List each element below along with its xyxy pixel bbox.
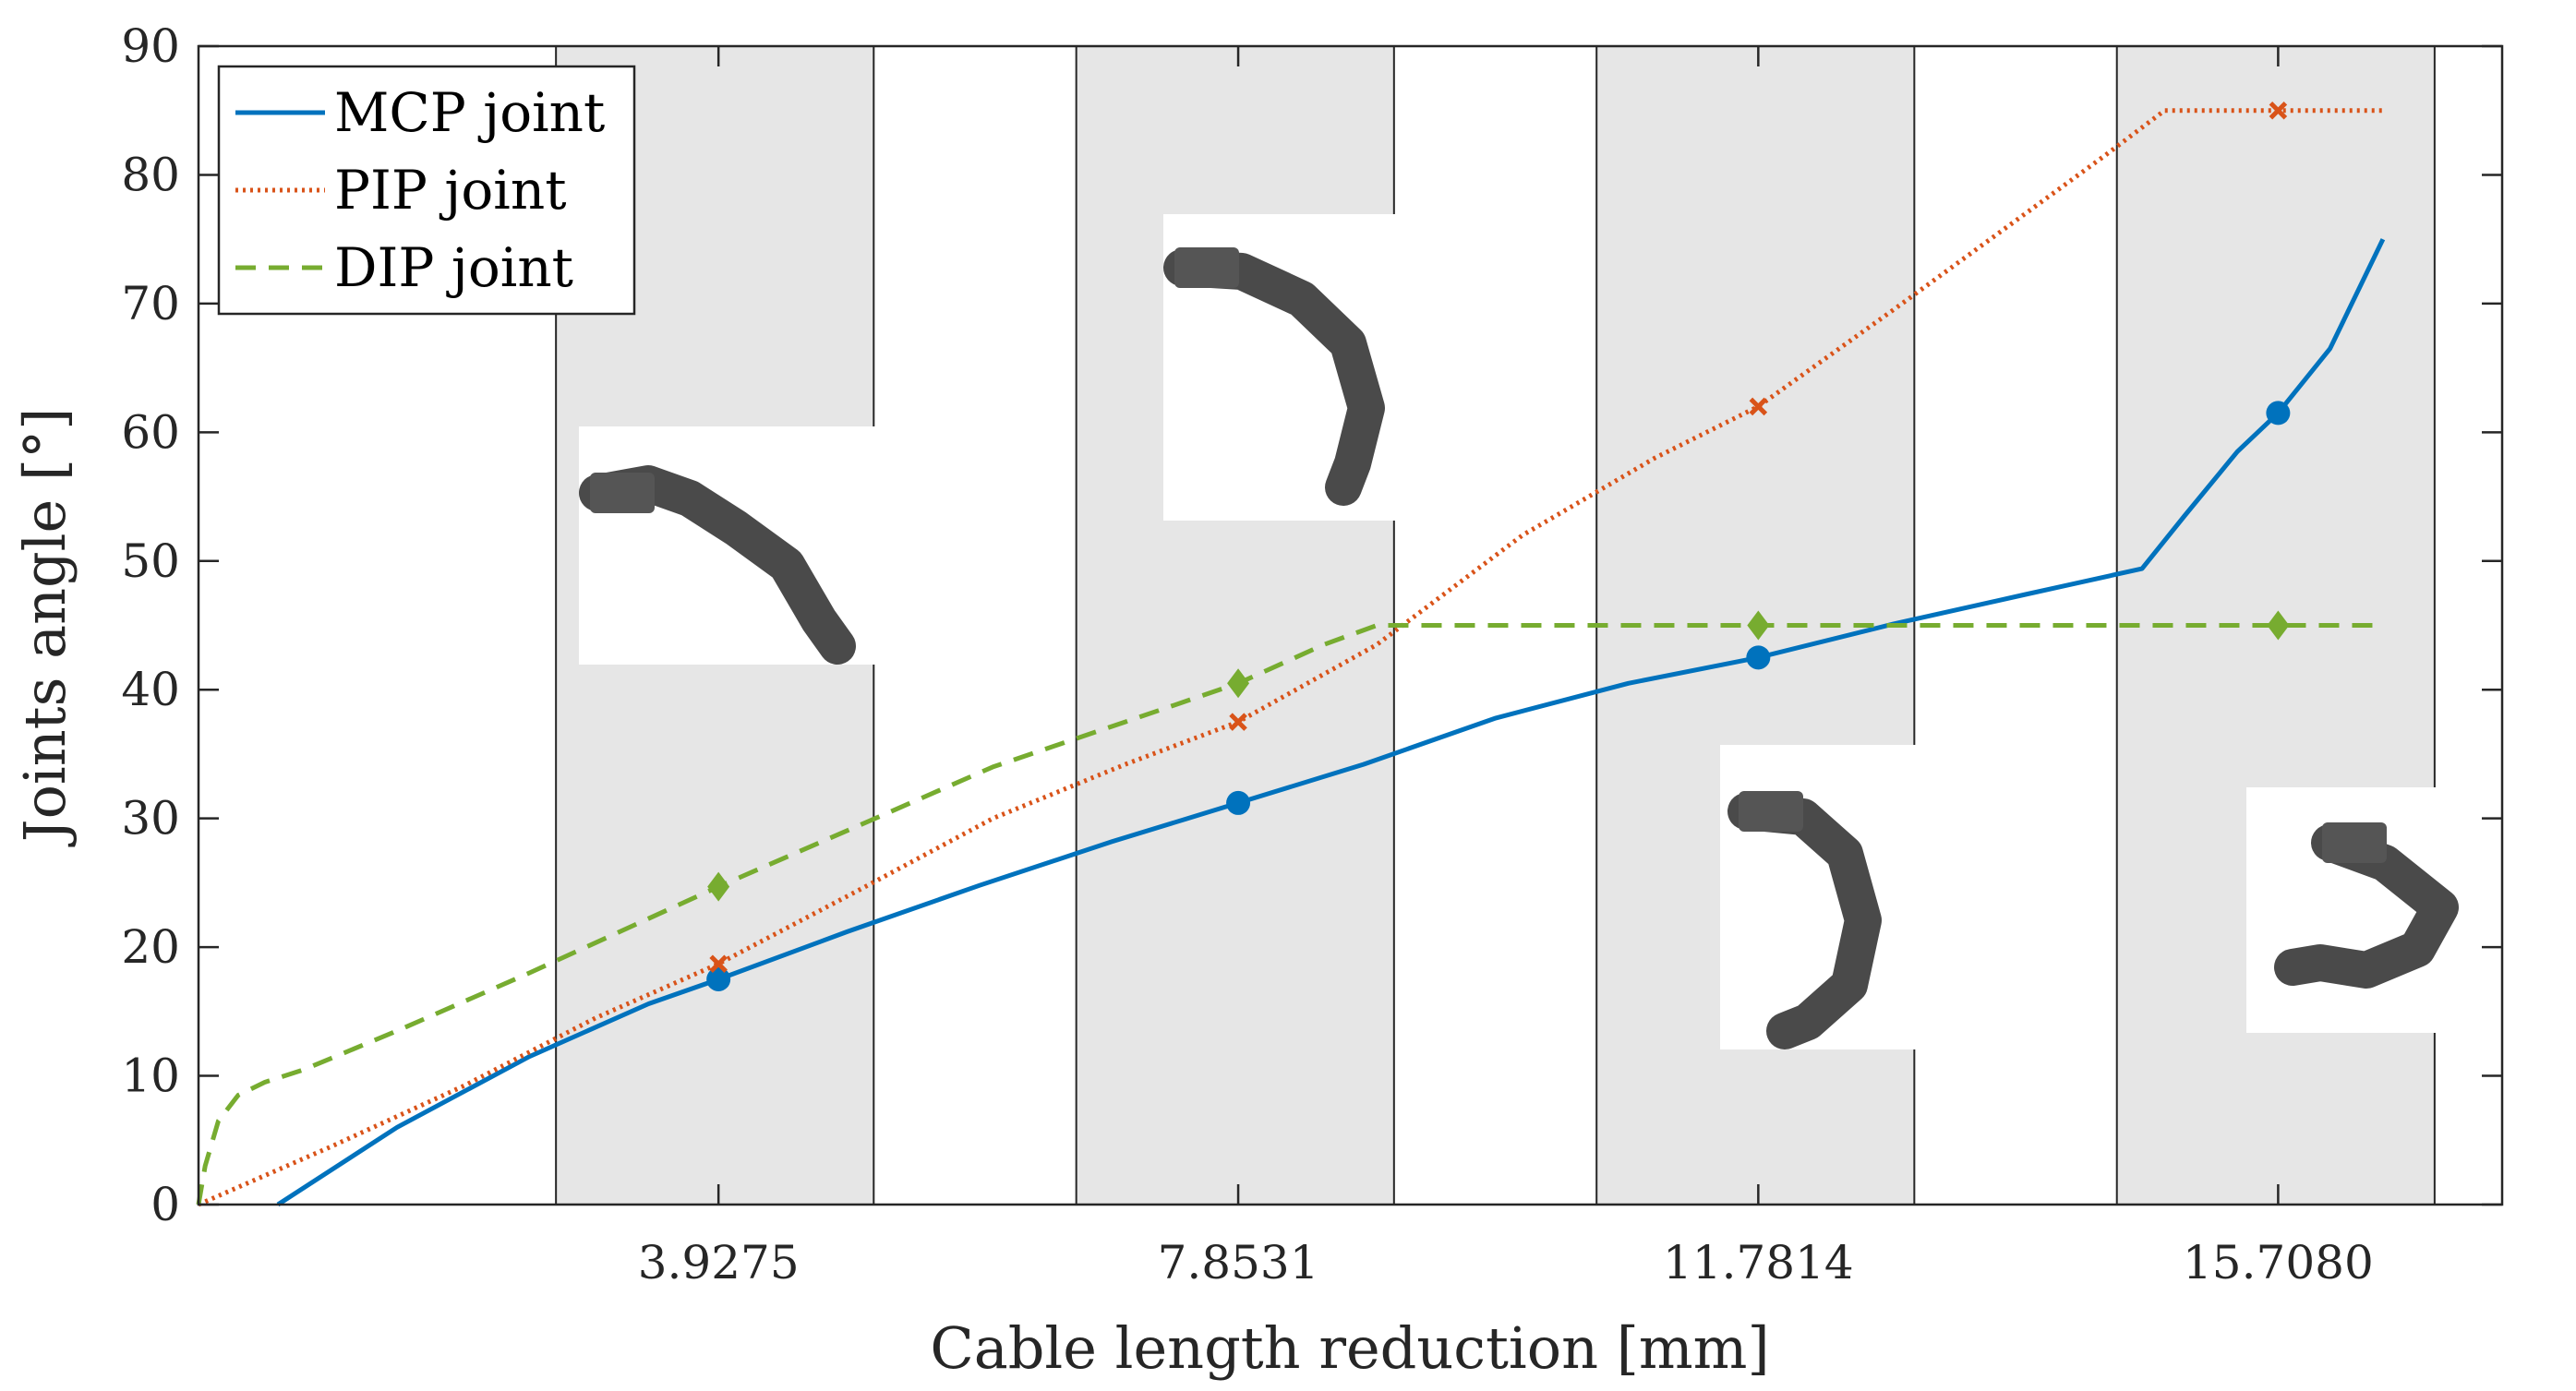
- finger-thumbnails: [579, 214, 2534, 1049]
- series-1-marker-4: [2266, 401, 2291, 426]
- x-tick-label-1: 3.9275: [638, 1236, 800, 1289]
- y-tick-label-5: 40: [121, 663, 180, 716]
- series-3-marker-2: [1227, 668, 1250, 699]
- legend: MCP joint PIP joint DIP joint: [217, 65, 636, 316]
- y-axis-ticks: 0 10 20 30 40 50 60 70 80 90: [121, 19, 2502, 1231]
- y-tick-label-8: 70: [121, 277, 180, 330]
- series-1-marker-1: [706, 966, 731, 991]
- series-3-marker-3: [1747, 610, 1770, 641]
- x-tick-label-3: 11.7814: [1663, 1236, 1854, 1289]
- finger-thumbnail-3: [1720, 745, 1962, 1049]
- y-tick-label-4: 30: [121, 792, 180, 845]
- y-tick-label-1: 0: [150, 1178, 180, 1231]
- series-line-2: [197, 108, 2383, 1207]
- legend-label-1: MCP joint: [334, 81, 605, 144]
- finger-thumbnail-2: [1163, 214, 1431, 521]
- axes-box: [197, 44, 2504, 1206]
- x-tick-label-2: 7.8531: [1158, 1236, 1319, 1289]
- x-axis-ticks: 3.9275 7.8531 11.7814 15.7080: [638, 46, 2374, 1289]
- y-tick-label-3: 20: [121, 920, 180, 974]
- y-tick-label-7: 60: [121, 405, 180, 459]
- y-tick-label-2: 10: [121, 1049, 180, 1103]
- series-2-marker-3: [1749, 397, 1768, 416]
- x-tick-label-4: 15.7080: [2183, 1236, 2374, 1289]
- series-lines: [196, 108, 2386, 1207]
- series-2-marker-1: [709, 954, 728, 974]
- series-2-marker-4: [2269, 101, 2288, 120]
- series-3-marker-4: [2267, 610, 2290, 641]
- series-1-marker-3: [1746, 645, 1771, 670]
- y-axis-title: Joints angle [°]: [11, 408, 78, 848]
- y-tick-label-6: 50: [121, 534, 180, 588]
- finger-thumbnail-4: [2246, 787, 2534, 1033]
- series-1-marker-2: [1226, 790, 1251, 815]
- x-axis-title: Cable length reduction [mm]: [930, 1314, 1769, 1382]
- series-3-marker-1: [707, 871, 730, 902]
- series-markers: [706, 101, 2291, 991]
- series-line-1: [276, 238, 2386, 1207]
- y-tick-label-10: 90: [121, 19, 180, 73]
- y-tick-label-9: 80: [121, 148, 180, 201]
- legend-label-3: DIP joint: [334, 236, 573, 299]
- legend-label-2: PIP joint: [334, 159, 567, 222]
- series-2-marker-2: [1229, 713, 1247, 731]
- series-line-3: [196, 623, 2383, 1205]
- finger-thumbnail-1: [579, 426, 907, 665]
